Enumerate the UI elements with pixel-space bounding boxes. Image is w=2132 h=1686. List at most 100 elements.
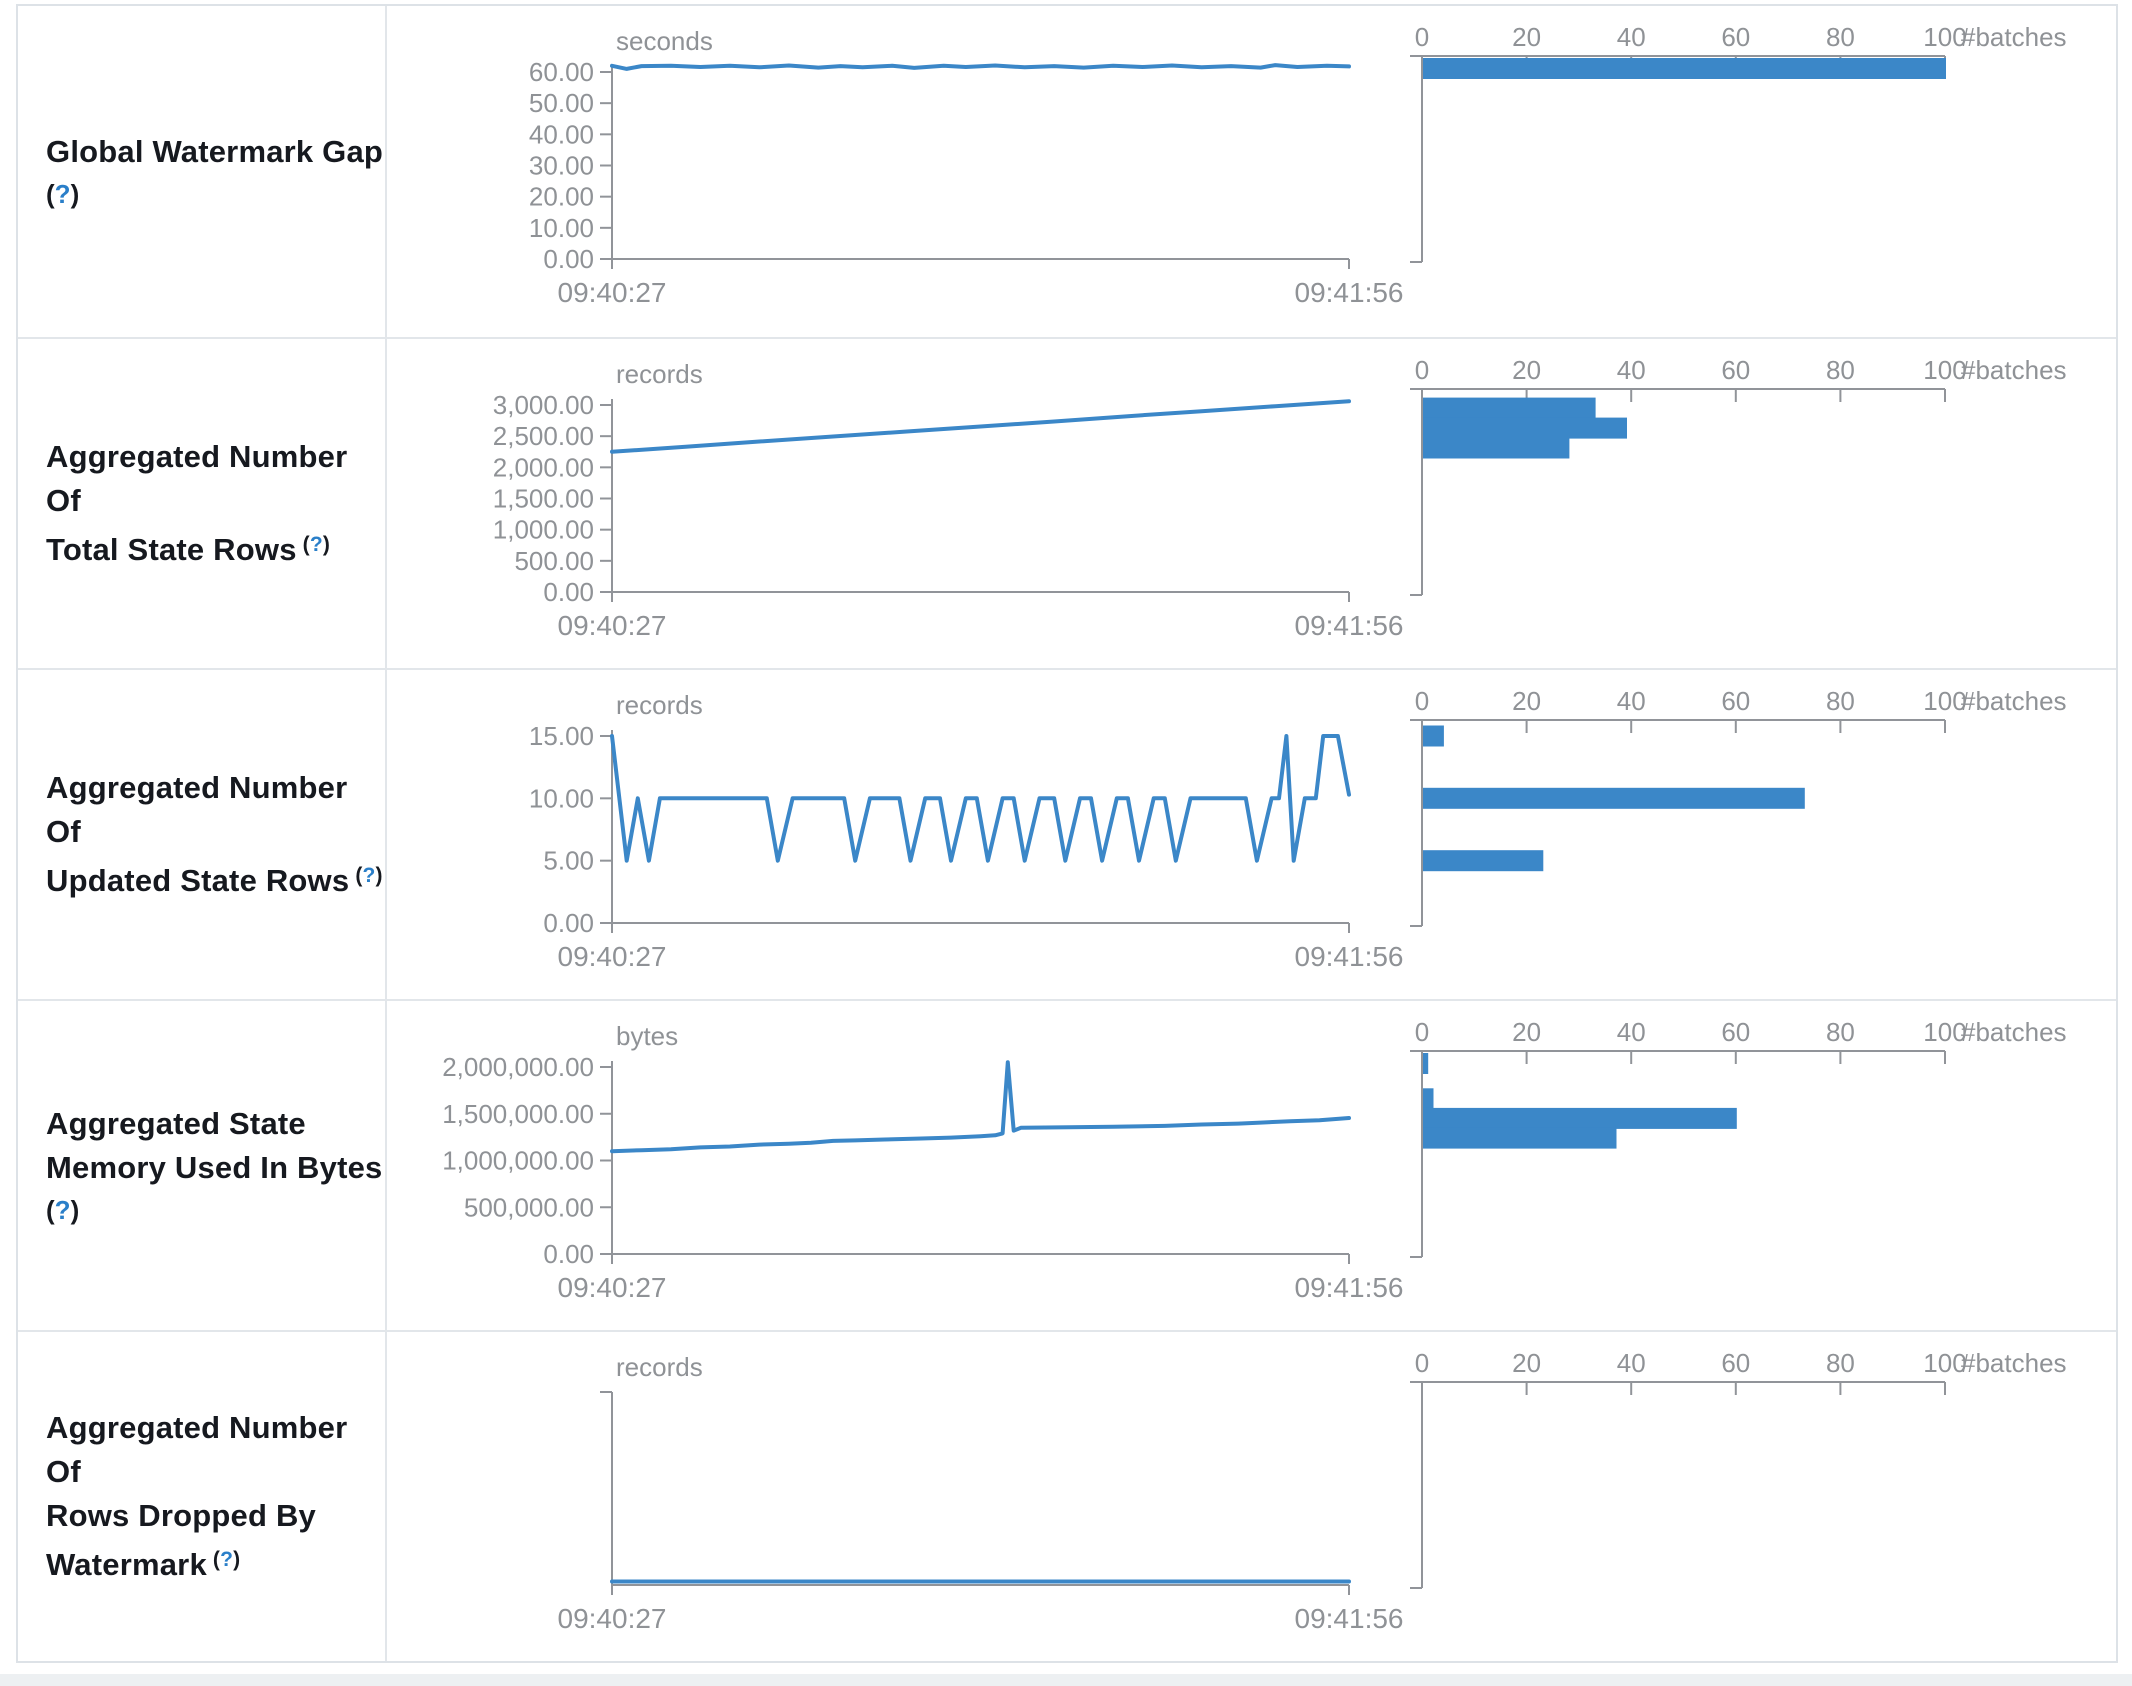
unit-label: bytes <box>616 1021 678 1051</box>
metric-label-cell: Aggregated State Memory Used In Bytes (?… <box>18 1001 387 1330</box>
histogram-bar[interactable] <box>1423 417 1627 439</box>
hist-axis-title: #batches <box>1961 355 2067 385</box>
hist-tick-label: 80 <box>1826 686 1855 716</box>
hist-tick-label: 20 <box>1512 1017 1541 1047</box>
metric-title-line2: Rows Dropped By <box>46 1498 316 1533</box>
hist-tick-label: 60 <box>1721 1348 1750 1378</box>
histogram-bar[interactable] <box>1423 1127 1617 1149</box>
unit-label: seconds <box>616 26 713 56</box>
x-tick-label-start: 09:40:27 <box>558 610 667 641</box>
timeline-line[interactable] <box>610 399 1351 454</box>
timeline-line[interactable] <box>610 734 1351 863</box>
help-tooltip-link[interactable]: (?) <box>46 178 80 209</box>
y-tick-label: 3,000.00 <box>493 390 594 420</box>
hist-tick-label: 80 <box>1826 355 1855 385</box>
histogram-bar[interactable] <box>1423 787 1805 809</box>
y-tick-label: 2,500.00 <box>493 421 594 451</box>
hist-tick-label: 20 <box>1512 22 1541 52</box>
metric-title: Aggregated Number Of <box>46 1410 348 1489</box>
metric-row-state-memory-used: Aggregated State Memory Used In Bytes (?… <box>18 999 2116 1330</box>
histogram-bar[interactable] <box>1423 58 1946 79</box>
metric-row-rows-dropped-by-watermark: Aggregated Number Of Rows Dropped By Wat… <box>18 1330 2116 1661</box>
x-tick-label-start: 09:40:27 <box>558 277 667 308</box>
histogram-bar[interactable] <box>1423 1053 1429 1074</box>
chart-cell: records 15.00 10.00 5.00 0.00 09:40:27 09:41:5… <box>387 670 2116 999</box>
y-tick-label: 15.00 <box>529 721 594 751</box>
hist-tick-label: 20 <box>1512 686 1541 716</box>
metric-title: Aggregated Number Of <box>46 439 348 518</box>
hist-tick-label: 60 <box>1721 1017 1750 1047</box>
y-tick-label: 2,000,000.00 <box>442 1052 594 1082</box>
histogram-bar[interactable] <box>1423 1088 1434 1110</box>
hist-tick-label: 60 <box>1721 686 1750 716</box>
y-tick-label: 0.00 <box>543 244 594 274</box>
histogram-bar[interactable] <box>1423 397 1596 419</box>
unit-label: records <box>616 1352 703 1382</box>
chart-cell: seconds 60.00 50.00 40.00 30.00 20.00 10.00 0.0… <box>387 6 2116 337</box>
hist-tick-label: 80 <box>1826 22 1855 52</box>
hist-tick-label: 100 <box>1923 1348 1966 1378</box>
metric-row-total-state-rows: Aggregated Number Of Total State Rows (?)… <box>18 337 2116 668</box>
x-tick-label-end: 09:41:56 <box>1295 277 1404 308</box>
hist-axis-title: #batches <box>1961 1017 2067 1047</box>
hist-axis-title: #batches <box>1961 1348 2067 1378</box>
hist-tick-label: 100 <box>1923 22 1966 52</box>
y-tick-label: 0.00 <box>543 577 594 607</box>
x-tick-label-start: 09:40:27 <box>558 941 667 972</box>
y-tick-label: 50.00 <box>529 88 594 118</box>
histogram-bar[interactable] <box>1423 1107 1737 1129</box>
y-tick-label: 60.00 <box>529 57 594 87</box>
y-tick-label: 0.00 <box>543 1239 594 1269</box>
hist-tick-label: 0 <box>1415 1017 1429 1047</box>
metric-label-cell: Aggregated Number Of Rows Dropped By Wat… <box>18 1332 387 1661</box>
x-tick-label-end: 09:41:56 <box>1295 1272 1404 1303</box>
metric-title-line2: Total State Rows (?) <box>46 532 331 567</box>
hist-tick-label: 80 <box>1826 1017 1855 1047</box>
timeline-and-histogram-chart[interactable]: records 09:40:27 09:41:56 0 20 40 60 80 100#batc… <box>387 1332 2118 1661</box>
histogram-bar[interactable] <box>1423 725 1444 747</box>
timeline-and-histogram-chart[interactable]: bytes 2,000,000.00 1,500,000.00 1,000,000.0… <box>387 1001 2118 1330</box>
streaming-statistics-table: Global Watermark Gap (?) seconds 60.00 50.… <box>16 4 2118 1663</box>
y-tick-label: 1,500,000.00 <box>442 1099 594 1129</box>
y-tick-label: 2,000.00 <box>493 452 594 482</box>
metric-row-global-watermark-gap: Global Watermark Gap (?) seconds 60.00 50.… <box>18 6 2116 337</box>
timeline-and-histogram-chart[interactable]: records3,000.002,500.002,000.001,500.001… <box>387 339 2118 668</box>
help-tooltip-link[interactable]: (?) <box>46 1194 80 1225</box>
y-tick-label: 5.00 <box>543 846 594 876</box>
hist-tick-label: 40 <box>1617 686 1646 716</box>
unit-label: records <box>616 690 703 720</box>
chart-cell: records 09:40:27 09:41:56 0 20 40 60 80 100 #batc… <box>387 1332 2116 1661</box>
timeline-line[interactable] <box>610 63 1351 71</box>
x-tick-label-end: 09:41:56 <box>1295 941 1404 972</box>
hist-tick-label: 0 <box>1415 22 1429 52</box>
hist-tick-label: 40 <box>1617 1348 1646 1378</box>
timeline-line[interactable] <box>610 1060 1351 1154</box>
y-tick-label: 1,500.00 <box>493 484 594 514</box>
y-tick-label: 20.00 <box>529 182 594 212</box>
metric-title-line2: Updated State Rows (?) <box>46 863 383 898</box>
histogram-bar[interactable] <box>1423 850 1544 872</box>
metric-label-cell: Global Watermark Gap (?) <box>18 6 387 337</box>
metric-title: Aggregated State <box>46 1105 306 1141</box>
hist-axis-title: #batches <box>1961 686 2067 716</box>
timeline-and-histogram-chart[interactable]: seconds 60.0050.0040.0030.0020.0010.000.0… <box>387 6 2118 335</box>
x-tick-label-end: 09:41:56 <box>1295 1603 1404 1634</box>
hist-tick-label: 100 <box>1923 1017 1966 1047</box>
metric-title-line2: Memory Used In Bytes <box>46 1149 383 1185</box>
help-tooltip-link[interactable]: (?) <box>212 1548 241 1571</box>
help-tooltip-link[interactable]: (?) <box>355 864 383 887</box>
page-background-strip <box>0 1674 2132 1686</box>
chart-cell: bytes 2,000,000.00 1,500,000.00 1,000,000.0… <box>387 1001 2116 1330</box>
x-tick-label-start: 09:40:27 <box>558 1272 667 1303</box>
hist-tick-label: 40 <box>1617 355 1646 385</box>
hist-tick-label: 80 <box>1826 1348 1855 1378</box>
y-tick-label: 10.00 <box>529 783 594 813</box>
help-tooltip-link[interactable]: (?) <box>302 533 331 556</box>
metric-row-updated-state-rows: Aggregated Number Of Updated State Rows(… <box>18 668 2116 999</box>
y-tick-label: 30.00 <box>529 151 594 181</box>
hist-tick-label: 100 <box>1923 355 1966 385</box>
hist-tick-label: 60 <box>1721 355 1750 385</box>
x-tick-label-start: 09:40:27 <box>558 1603 667 1634</box>
histogram-bar[interactable] <box>1423 437 1570 459</box>
